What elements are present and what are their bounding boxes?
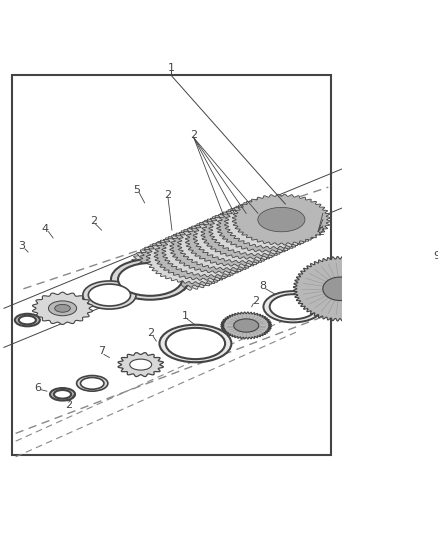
Ellipse shape: [118, 263, 182, 296]
Polygon shape: [193, 212, 291, 263]
Ellipse shape: [15, 314, 40, 326]
Ellipse shape: [323, 277, 357, 301]
Ellipse shape: [234, 319, 259, 332]
Text: 2: 2: [317, 227, 324, 237]
Ellipse shape: [130, 359, 152, 370]
Ellipse shape: [54, 390, 71, 399]
Ellipse shape: [83, 281, 136, 309]
Polygon shape: [170, 222, 268, 273]
Ellipse shape: [81, 377, 104, 389]
Text: 2: 2: [90, 216, 97, 226]
Ellipse shape: [156, 253, 203, 278]
Ellipse shape: [164, 249, 211, 274]
Text: 7: 7: [98, 346, 105, 356]
Ellipse shape: [211, 229, 258, 253]
Text: 5: 5: [133, 184, 140, 195]
Polygon shape: [118, 353, 163, 376]
Text: 8: 8: [259, 281, 266, 292]
Text: 3: 3: [18, 241, 25, 251]
Polygon shape: [221, 312, 272, 339]
Ellipse shape: [166, 328, 225, 359]
Ellipse shape: [49, 301, 77, 316]
Text: 1: 1: [182, 311, 189, 321]
Polygon shape: [201, 208, 299, 259]
Ellipse shape: [195, 236, 243, 260]
Polygon shape: [138, 237, 237, 287]
Polygon shape: [154, 229, 252, 280]
Ellipse shape: [111, 259, 189, 300]
Ellipse shape: [50, 388, 75, 401]
Text: 9: 9: [433, 251, 438, 261]
Text: 2: 2: [252, 295, 259, 305]
Ellipse shape: [348, 236, 434, 295]
Ellipse shape: [77, 376, 108, 391]
Ellipse shape: [159, 325, 231, 362]
Ellipse shape: [242, 214, 290, 239]
Ellipse shape: [187, 239, 235, 263]
Ellipse shape: [55, 304, 71, 312]
Ellipse shape: [180, 243, 227, 267]
Ellipse shape: [226, 222, 274, 246]
Polygon shape: [217, 201, 315, 252]
Text: 2: 2: [65, 400, 72, 410]
Text: 4: 4: [42, 223, 49, 233]
Polygon shape: [177, 219, 276, 270]
Text: 2: 2: [165, 190, 172, 200]
Text: 2: 2: [190, 130, 198, 140]
Polygon shape: [162, 226, 260, 277]
Polygon shape: [225, 198, 323, 248]
Polygon shape: [209, 205, 307, 255]
Text: 1: 1: [168, 62, 175, 72]
Text: 2: 2: [147, 328, 155, 338]
Ellipse shape: [250, 211, 297, 235]
Text: 6: 6: [34, 383, 41, 393]
Ellipse shape: [263, 291, 323, 322]
Ellipse shape: [203, 232, 250, 256]
Ellipse shape: [172, 246, 219, 270]
Ellipse shape: [270, 294, 317, 319]
Ellipse shape: [258, 207, 305, 232]
Polygon shape: [232, 194, 331, 245]
Ellipse shape: [19, 316, 36, 325]
Ellipse shape: [219, 225, 266, 249]
Ellipse shape: [234, 218, 282, 243]
Polygon shape: [146, 233, 244, 284]
Polygon shape: [293, 256, 387, 321]
Polygon shape: [297, 265, 434, 289]
Ellipse shape: [88, 284, 131, 306]
Polygon shape: [131, 240, 229, 290]
Polygon shape: [32, 292, 92, 325]
Polygon shape: [185, 215, 284, 266]
